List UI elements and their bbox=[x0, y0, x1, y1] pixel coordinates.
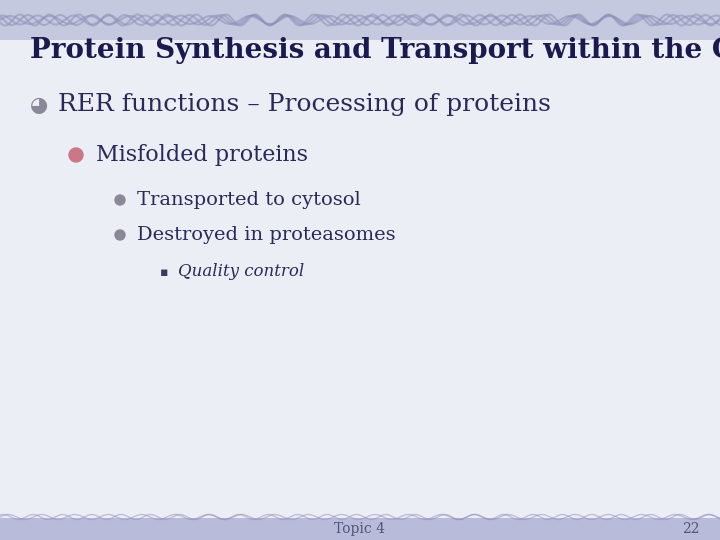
Circle shape bbox=[69, 148, 83, 162]
Text: ◕: ◕ bbox=[30, 95, 48, 115]
Text: Misfolded proteins: Misfolded proteins bbox=[96, 144, 308, 166]
Circle shape bbox=[115, 230, 125, 240]
Circle shape bbox=[115, 195, 125, 205]
Text: 22: 22 bbox=[683, 522, 700, 536]
Bar bbox=[0, 0, 720, 40]
Bar bbox=[0, 518, 720, 540]
Text: ▪: ▪ bbox=[160, 266, 168, 279]
Text: Quality control: Quality control bbox=[178, 264, 305, 280]
Text: Destroyed in proteasomes: Destroyed in proteasomes bbox=[137, 226, 395, 244]
Text: RER functions – Processing of proteins: RER functions – Processing of proteins bbox=[58, 93, 551, 117]
Text: Transported to cytosol: Transported to cytosol bbox=[137, 191, 361, 209]
Text: Topic 4: Topic 4 bbox=[335, 522, 385, 536]
Text: Protein Synthesis and Transport within the Cell: Protein Synthesis and Transport within t… bbox=[30, 37, 720, 64]
